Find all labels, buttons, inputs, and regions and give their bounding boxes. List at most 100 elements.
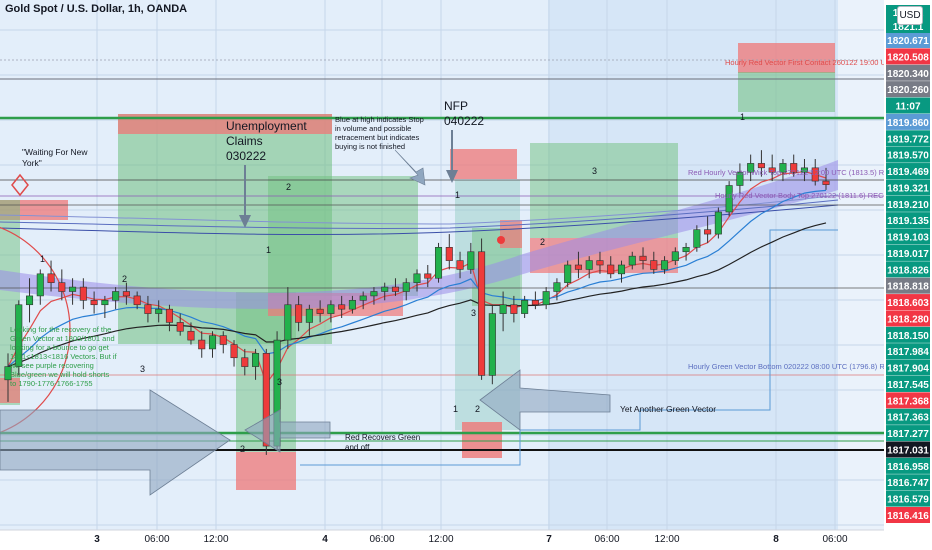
candle[interactable] [79, 278, 87, 310]
candle[interactable] [445, 234, 453, 270]
candle[interactable] [112, 287, 120, 310]
price-label[interactable]: 1819.469 [886, 163, 930, 180]
candle[interactable] [241, 348, 249, 376]
price-label[interactable]: 1819.570 [886, 146, 930, 163]
candle[interactable] [779, 159, 787, 182]
candle[interactable] [165, 304, 173, 332]
candle[interactable] [122, 282, 130, 305]
candle[interactable] [478, 238, 486, 380]
candle[interactable] [144, 295, 152, 323]
candle[interactable] [252, 348, 260, 380]
candle[interactable] [198, 331, 206, 358]
price-label[interactable]: 1816.747 [886, 474, 930, 491]
candle[interactable] [155, 300, 163, 323]
price-label[interactable]: 1818.150 [886, 326, 930, 343]
candle[interactable] [510, 295, 518, 323]
candle[interactable] [47, 260, 55, 292]
candle[interactable] [456, 251, 464, 279]
candle[interactable] [704, 216, 712, 243]
price-label[interactable]: 1820.260 [886, 81, 930, 98]
candle[interactable] [90, 291, 98, 314]
candle[interactable] [381, 282, 389, 301]
candle[interactable] [693, 225, 701, 252]
candle[interactable] [585, 256, 593, 279]
candle[interactable] [574, 251, 582, 279]
time-axis-layer[interactable]: 3 06:00 12:00 4 06:00 12:00 7 06:00 12:00 8 06:00 [0, 529, 884, 550]
price-label[interactable]: 1816.579 [886, 490, 930, 507]
price-label[interactable]: 1819.017 [886, 244, 930, 261]
candle[interactable] [542, 287, 550, 310]
candle[interactable] [176, 313, 184, 336]
price-label[interactable]: 1818.818 [886, 277, 930, 294]
candle[interactable] [101, 295, 109, 318]
candle[interactable] [682, 242, 690, 261]
price-label[interactable]: 1819.135 [886, 212, 930, 229]
price-label[interactable]: 1819.210 [886, 195, 930, 212]
candle[interactable] [370, 287, 378, 305]
price-label[interactable]: 1818.603 [886, 294, 930, 311]
candle[interactable] [607, 256, 615, 279]
candle[interactable] [58, 269, 66, 301]
candle[interactable] [69, 278, 77, 305]
candle[interactable] [736, 163, 744, 195]
price-label[interactable]: 1817.904 [886, 359, 930, 376]
candle[interactable] [327, 300, 335, 323]
candle[interactable] [434, 242, 443, 283]
candle[interactable] [413, 269, 421, 292]
candle[interactable] [295, 295, 303, 332]
candle[interactable] [316, 300, 324, 323]
price-label[interactable]: 1817.368 [886, 392, 930, 409]
price-label[interactable]: 11:07 [886, 97, 930, 114]
candle[interactable] [219, 331, 227, 354]
currency-button[interactable]: USD [897, 6, 923, 25]
price-label[interactable]: 1820.508 [886, 48, 930, 65]
price-label[interactable]: 1818.280 [886, 310, 930, 327]
candle[interactable] [714, 207, 722, 239]
price-label[interactable]: 1820.340 [886, 64, 930, 81]
price-label[interactable]: 1819.321 [886, 179, 930, 196]
candle[interactable] [521, 295, 529, 318]
candle[interactable] [133, 291, 141, 310]
candle[interactable] [467, 242, 475, 274]
candle[interactable] [284, 287, 292, 349]
candle[interactable] [596, 251, 604, 274]
price-label[interactable]: 1817.031 [886, 441, 930, 458]
price-label[interactable]: 1820.671 [886, 32, 930, 48]
candle[interactable] [822, 167, 830, 190]
candle[interactable] [531, 291, 539, 310]
price-label[interactable]: 1817.984 [886, 343, 930, 360]
price-label[interactable]: 1819.103 [886, 228, 930, 245]
price-label[interactable]: 1816.958 [886, 457, 930, 474]
candle[interactable] [338, 295, 346, 318]
candle[interactable] [790, 154, 798, 177]
candle[interactable] [488, 304, 496, 385]
candle[interactable] [553, 278, 561, 301]
candle[interactable] [768, 154, 776, 182]
candle[interactable] [36, 269, 44, 305]
candle[interactable] [747, 154, 755, 182]
candle[interactable] [661, 256, 669, 274]
candle[interactable] [725, 181, 733, 217]
candle[interactable] [348, 295, 356, 314]
price-label[interactable]: 1819.772 [886, 130, 930, 147]
candle[interactable] [757, 150, 765, 177]
candle[interactable] [208, 331, 217, 358]
candle[interactable] [230, 340, 238, 367]
candle[interactable] [564, 260, 572, 288]
candle[interactable] [402, 278, 410, 301]
candle[interactable] [187, 322, 195, 345]
candle[interactable] [424, 265, 432, 288]
candles-layer[interactable] [4, 150, 830, 455]
price-label[interactable]: 1818.826 [886, 261, 930, 278]
candle[interactable] [25, 278, 34, 323]
candle[interactable] [359, 291, 367, 310]
price-label[interactable]: 1817.277 [886, 425, 930, 442]
candle[interactable] [617, 260, 626, 283]
price-label[interactable]: 1817.363 [886, 408, 930, 425]
candle[interactable] [671, 247, 679, 265]
candle[interactable] [639, 247, 647, 270]
candle[interactable] [499, 291, 507, 332]
price-label[interactable]: 1817.545 [886, 375, 930, 392]
